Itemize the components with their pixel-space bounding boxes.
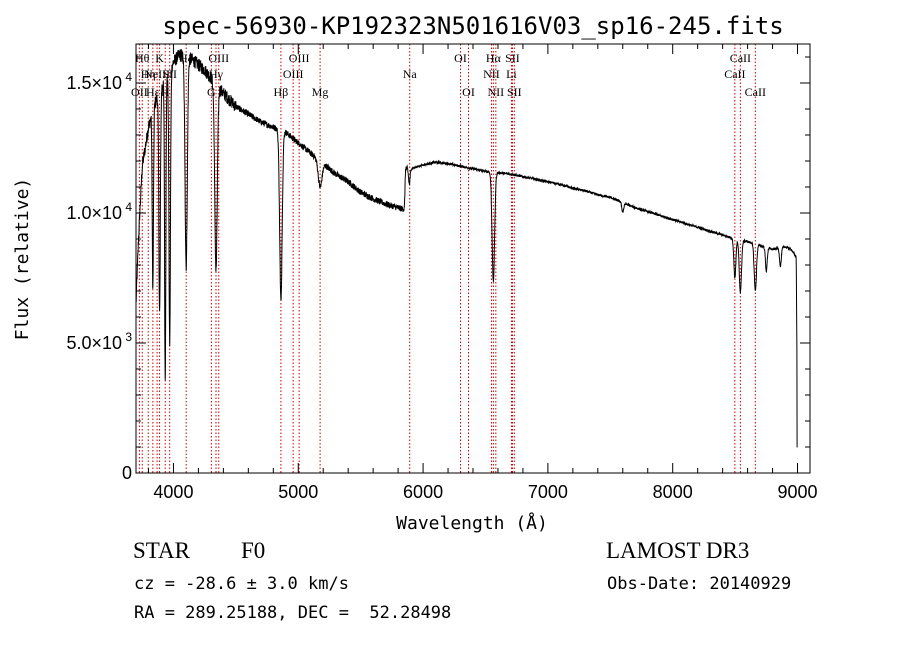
line-marker-label: SII	[507, 85, 522, 99]
line-marker-label: H	[161, 85, 170, 99]
line-marker-label: Hε	[146, 85, 160, 99]
spectrum-series	[135, 49, 798, 448]
line-marker-label: K	[155, 51, 164, 65]
line-marker-label: OII	[131, 85, 148, 99]
line-marker-label: CaII	[745, 85, 766, 99]
x-tick-labels: 4000 5000 6000 7000 8000 9000	[153, 482, 817, 502]
x-tick-label: 8000	[653, 482, 693, 502]
chart-title: spec-56930-KP192323N501616V03_sp16-245.f…	[162, 12, 783, 40]
line-marker-label: OIII	[283, 67, 304, 81]
line-marker-label: Hθ	[135, 51, 150, 65]
line-marker-label: NeIII	[144, 67, 170, 81]
line-marker-label: NII	[483, 67, 500, 81]
line-marker-label: SII	[505, 51, 520, 65]
line-marker-label: OI	[462, 85, 475, 99]
y-tick-exponent: 4	[125, 70, 132, 84]
y-tick-label: 5.0×10	[66, 333, 122, 353]
line-marker-label: Mg	[312, 85, 329, 99]
line-marker-label: NII	[488, 85, 505, 99]
x-tick-label: 4000	[153, 482, 193, 502]
y-tick-label: 1.5×10	[66, 73, 122, 93]
y-tick-exponent: 3	[125, 330, 132, 344]
survey-name: LAMOST DR3	[606, 538, 750, 563]
object-class: STAR	[133, 538, 190, 563]
y-tick-label: 0	[122, 463, 132, 483]
object-subclass: F0	[241, 538, 266, 563]
line-marker-label: OIII	[289, 51, 310, 65]
line-markers	[138, 44, 756, 473]
line-marker-label: OIII	[208, 51, 229, 65]
x-tick-label: 5000	[278, 482, 318, 502]
line-marker-label: CaII	[730, 51, 751, 65]
axis-ticks	[136, 44, 810, 474]
line-marker-label: Na	[403, 67, 418, 81]
x-tick-label: 7000	[528, 482, 568, 502]
y-tick-labels: 05.0×10 31.0×10 41.5×10 4	[66, 70, 132, 483]
line-marker-label: G	[207, 85, 216, 99]
line-marker-label: Hβ	[274, 85, 289, 99]
line-marker-label: Hη	[141, 67, 156, 81]
line-marker-label: Li	[506, 67, 517, 81]
obs-date-text: Obs-Date: 20140929	[607, 574, 792, 594]
x-axis-label: Wavelength (Å)	[396, 512, 548, 534]
redshift-text: cz = -28.6 ± 3.0 km/s	[134, 574, 349, 594]
line-marker-label: CaII	[724, 67, 745, 81]
y-tick-exponent: 4	[125, 200, 132, 214]
line-marker-label: SII	[162, 67, 177, 81]
coords-text: RA = 289.25188, DEC = 52.28498	[134, 603, 452, 623]
y-tick-label: 1.0×10	[66, 203, 122, 223]
line-marker-label: Hα	[486, 51, 502, 65]
line-marker-label: OI	[454, 51, 467, 65]
x-tick-label: 6000	[403, 482, 443, 502]
y-axis-label: Flux (relative)	[12, 178, 33, 341]
x-tick-label: 9000	[777, 482, 817, 502]
